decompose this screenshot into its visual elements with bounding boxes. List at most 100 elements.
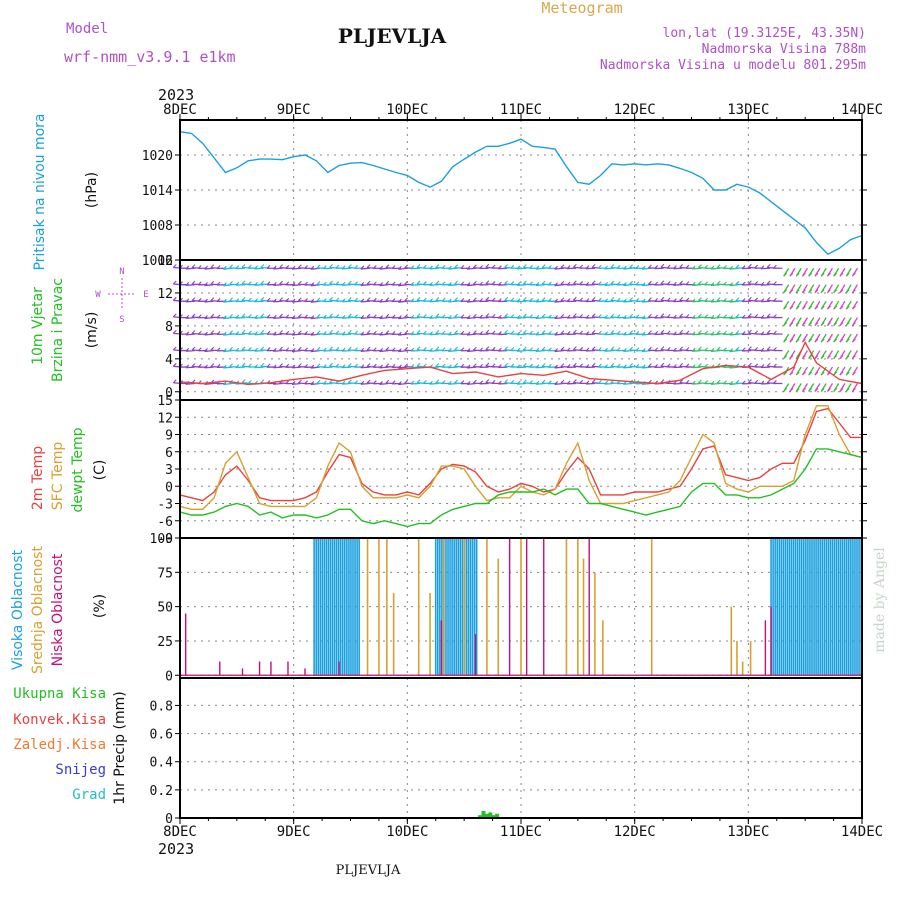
wind-arrow-head <box>297 379 302 384</box>
wind-arrow-head <box>547 281 552 286</box>
wind-arrow-head <box>422 264 427 269</box>
wind-arrow-head <box>560 297 565 302</box>
wind-arrow-head <box>291 315 296 319</box>
wind-arrow-head <box>354 330 358 335</box>
wind-arrow-head <box>547 297 552 302</box>
wind-arrow-head <box>485 296 490 301</box>
y-tick-label: 1008 <box>142 219 173 234</box>
wind-arrow-head <box>266 314 271 319</box>
wind-arrow-head <box>698 330 702 334</box>
wind-arrow-head <box>795 338 800 343</box>
wind-arrow-head <box>529 281 534 286</box>
wind-arrow-head <box>529 264 534 269</box>
wind-arrow-head <box>716 313 721 318</box>
wind-arrow-head <box>222 364 227 369</box>
wind-arrow-head <box>491 346 496 351</box>
wind-arrow-head <box>802 388 806 392</box>
wind-arrow-head <box>723 347 727 352</box>
wind-arrow-head <box>629 330 634 334</box>
wind-arrow-head <box>366 313 371 318</box>
wind-arrow-head <box>839 355 844 359</box>
wind-arrow-head <box>491 313 496 318</box>
wind-arrow-head <box>579 379 584 384</box>
wind-arrow-head <box>585 364 590 368</box>
footer-station: PLJEVLJA <box>336 863 401 878</box>
wind-arrow-head <box>604 347 609 352</box>
wind-arrow <box>429 284 439 286</box>
wind-arrow-head <box>216 281 221 286</box>
wind-arrow-head <box>808 289 813 294</box>
wind-arrow-head <box>827 305 831 310</box>
wind-arrow <box>429 300 439 303</box>
wind-arrow-head <box>572 362 577 367</box>
wind-arrow-head <box>472 363 477 368</box>
wind-arrow-head <box>648 264 652 269</box>
wind-arrow-head <box>191 313 196 318</box>
wind-arrow-head <box>572 296 577 301</box>
precip-legend-item: Snijeg <box>55 762 106 778</box>
wind-arrow-head <box>304 347 308 352</box>
wind-arrow-head <box>641 282 646 286</box>
wind-arrow-head <box>789 338 794 343</box>
wind-arrow-head <box>623 298 627 303</box>
wind-arrow-head <box>748 296 752 301</box>
wind-arrow-head <box>716 379 721 384</box>
year-top: 2023 <box>158 86 194 104</box>
wind-arrow-head <box>397 364 402 369</box>
wind-arrow-head <box>272 314 277 319</box>
wind-arrow-head <box>566 363 571 368</box>
wind-arrow-head <box>229 264 233 269</box>
wind-arrow-head <box>366 346 371 351</box>
wind-arrow-head <box>741 347 746 352</box>
wind-arrow-head <box>454 264 458 269</box>
wind-arrow <box>342 284 352 286</box>
wind-arrow-head <box>735 297 740 302</box>
wind-arrow-head <box>454 363 458 367</box>
wind-arrow-head <box>341 314 346 319</box>
wind-arrow-head <box>789 272 794 277</box>
wind-arrow-head <box>789 371 794 376</box>
wind-arrow <box>254 316 264 319</box>
wind-arrow-head <box>385 379 390 384</box>
wind-arrow-head <box>554 381 559 385</box>
wind-arrow-head <box>735 346 740 351</box>
wind-arrow-head <box>679 313 684 318</box>
wind-arrow-head <box>789 322 794 327</box>
wind-arrow-head <box>197 330 202 335</box>
wind-arrow-head <box>698 280 702 285</box>
wind-arrow-head <box>422 330 427 335</box>
wind-arrow-head <box>560 346 565 351</box>
wind-arrow-head <box>497 364 502 368</box>
wind-arrow-head <box>597 363 602 368</box>
wind-arrow-head <box>827 338 831 343</box>
wind-arrow-head <box>827 272 831 277</box>
wind-arrow-head <box>216 314 221 319</box>
wind-arrow <box>517 366 527 369</box>
wind-arrow <box>692 300 702 303</box>
wind-arrow-head <box>691 380 696 385</box>
wind-arrow-head <box>741 281 746 286</box>
wind-arrow-head <box>516 331 521 336</box>
wind-arrow-head <box>766 362 771 367</box>
wind-arrow-head <box>354 264 358 269</box>
wind-arrow-head <box>623 331 627 336</box>
wind-arrow-head <box>222 282 227 287</box>
y-tick-label: 1002 <box>142 254 173 269</box>
wind-arrow-head <box>535 314 540 319</box>
wind-arrow-head <box>597 281 602 285</box>
wind-arrow-head <box>485 329 490 334</box>
wind-arrow-head <box>845 371 850 376</box>
wind-arrow-head <box>802 355 806 359</box>
wind-arrow-head <box>623 364 627 369</box>
wind-arrow-head <box>504 346 509 351</box>
wind-arrow-head <box>795 388 800 392</box>
wind-arrow-head <box>497 380 502 385</box>
wind-arrow-head <box>741 298 746 302</box>
wind-arrow-field <box>172 263 859 392</box>
wind-arrow-head <box>754 346 759 351</box>
wind-arrow-head <box>247 330 252 335</box>
wind-arrow-head <box>522 280 527 285</box>
wind-arrow-head <box>547 330 552 335</box>
wind-arrow-head <box>585 380 590 385</box>
wind-arrow-head <box>429 265 433 270</box>
